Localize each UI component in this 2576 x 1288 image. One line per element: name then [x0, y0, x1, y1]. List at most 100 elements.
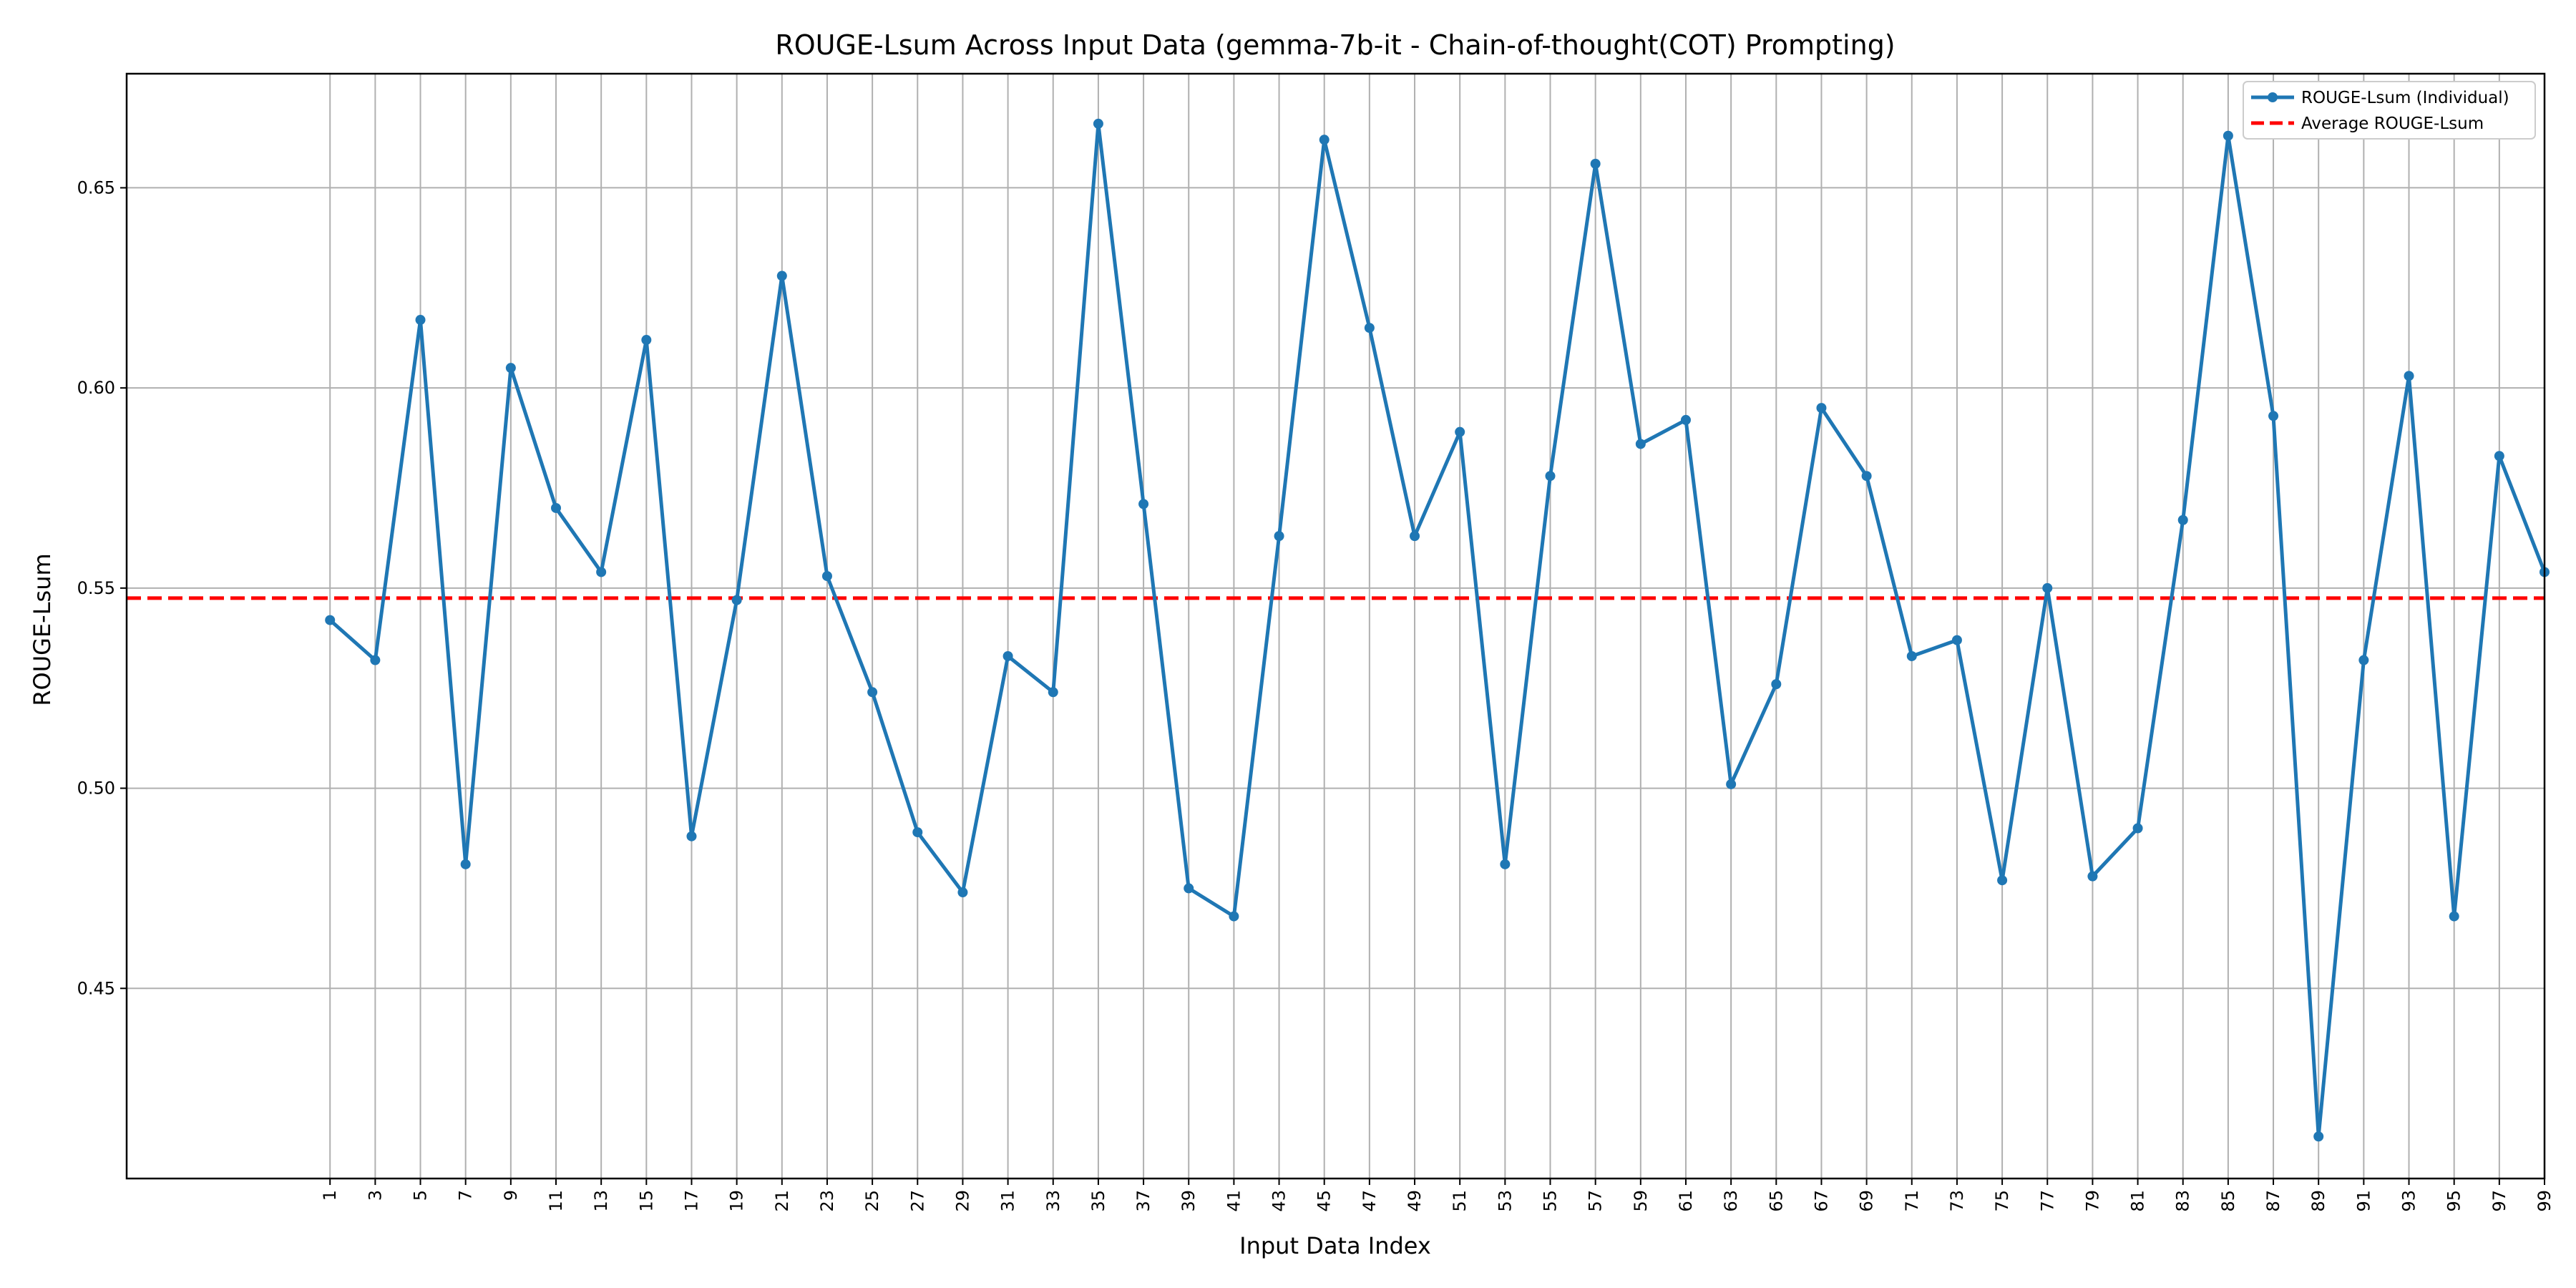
data-point — [460, 859, 471, 869]
data-point — [1184, 883, 1194, 894]
data-point — [2404, 371, 2414, 381]
legend-label-average: Average ROUGE-Lsum — [2301, 114, 2484, 133]
data-point — [1410, 531, 1420, 542]
x-tick-label: 71 — [1902, 1190, 1922, 1212]
x-tick-label: 45 — [1314, 1190, 1335, 1212]
x-tick-label: 83 — [2173, 1190, 2193, 1212]
x-tick-label: 93 — [2399, 1190, 2419, 1212]
x-tick-label: 29 — [952, 1190, 972, 1212]
x-tick-label: 91 — [2353, 1190, 2373, 1212]
x-tick-label: 59 — [1631, 1190, 1651, 1212]
data-point — [2177, 514, 2188, 525]
x-tick-label: 53 — [1495, 1190, 1515, 1212]
x-tick-label: 63 — [1721, 1190, 1741, 1212]
x-tick-label: 39 — [1179, 1190, 1199, 1212]
x-tick-label: 11 — [546, 1190, 566, 1212]
data-point — [415, 315, 426, 326]
data-point — [2042, 582, 2053, 593]
x-tick-label: 57 — [1586, 1190, 1606, 1212]
data-point — [1545, 471, 1556, 482]
data-point — [1229, 911, 1239, 922]
x-tick-label: 51 — [1450, 1190, 1470, 1212]
chart-title: ROUGE-Lsum Across Input Data (gemma-7b-i… — [775, 29, 1895, 61]
data-point — [867, 687, 878, 698]
x-tick-label: 47 — [1360, 1190, 1380, 1212]
x-tick-label: 87 — [2263, 1190, 2283, 1212]
data-point — [1002, 650, 1013, 661]
ticks: 1 3 5 7 9 11 13 15 17 19 21 23 25 27 29 31 33 35 37 39 41 43 4… — [77, 177, 2555, 1211]
x-tick-label: 23 — [817, 1190, 837, 1212]
y-axis-label: ROUGE-Lsum — [29, 553, 56, 706]
x-tick-label: 89 — [2308, 1190, 2328, 1212]
x-tick-label: 3 — [365, 1190, 385, 1201]
data-point — [2268, 411, 2279, 421]
x-tick-label: 43 — [1269, 1190, 1289, 1212]
x-tick-label: 77 — [2037, 1190, 2057, 1212]
x-tick-label: 55 — [1541, 1190, 1561, 1212]
data-point — [325, 615, 336, 625]
x-tick-label: 41 — [1224, 1190, 1244, 1212]
series-line-individual — [328, 122, 2547, 1138]
legend-marker-individual — [2268, 92, 2278, 102]
x-tick-label: 15 — [636, 1190, 656, 1212]
x-tick-label: 37 — [1133, 1190, 1153, 1212]
data-point — [551, 502, 562, 513]
x-tick-label: 97 — [2489, 1190, 2509, 1212]
x-tick-label: 81 — [2128, 1190, 2148, 1212]
data-point — [1500, 859, 1511, 869]
legend-box — [2243, 81, 2536, 140]
x-tick-label: 13 — [591, 1190, 611, 1212]
y-tick-label: 0.50 — [77, 779, 115, 799]
data-point — [1771, 679, 1782, 690]
data-point — [2132, 823, 2143, 834]
x-tick-label: 75 — [1992, 1190, 2012, 1212]
data-point — [1590, 158, 1601, 169]
y-tick-label: 0.45 — [77, 978, 115, 998]
data-point — [957, 887, 968, 898]
x-axis-label: Input Data Index — [1239, 1232, 1431, 1259]
data-point — [1816, 403, 1827, 414]
data-point — [1274, 531, 1284, 542]
x-tick-label: 85 — [2218, 1190, 2238, 1212]
x-tick-label: 31 — [998, 1190, 1018, 1212]
data-point — [1861, 471, 1872, 482]
data-point — [731, 595, 742, 605]
data-point — [1906, 650, 1917, 661]
data-point — [1093, 118, 1103, 129]
x-tick-label: 35 — [1088, 1190, 1108, 1212]
x-tick-label: 49 — [1405, 1190, 1425, 1212]
plot-frame — [125, 72, 2546, 1180]
x-tick-label: 73 — [1947, 1190, 1967, 1212]
legend: ROUGE-Lsum (Individual) Average ROUGE-Ls… — [2243, 81, 2536, 140]
data-point — [2087, 871, 2098, 882]
x-tick-label: 1 — [320, 1190, 340, 1201]
x-tick-label: 5 — [411, 1190, 431, 1201]
data-point — [1680, 414, 1691, 425]
data-point — [505, 363, 516, 374]
data-point — [2449, 911, 2459, 922]
data-point — [2358, 655, 2369, 665]
x-tick-label: 69 — [1857, 1190, 1877, 1212]
data-point — [1635, 439, 1646, 449]
data-point — [686, 831, 697, 841]
data-point — [2313, 1131, 2324, 1142]
x-tick-label: 21 — [772, 1190, 792, 1212]
x-tick-label: 99 — [2534, 1190, 2555, 1212]
data-point — [776, 270, 787, 281]
x-tick-label: 7 — [456, 1190, 476, 1201]
data-point — [912, 827, 923, 838]
y-tick-label: 0.65 — [77, 177, 115, 197]
data-point — [1138, 499, 1149, 509]
y-tick-label: 0.60 — [77, 378, 115, 398]
x-tick-label: 67 — [1811, 1190, 1831, 1212]
x-tick-label: 65 — [1766, 1190, 1786, 1212]
x-tick-label: 25 — [862, 1190, 882, 1212]
x-tick-label: 61 — [1676, 1190, 1696, 1212]
legend-label-individual: ROUGE-Lsum (Individual) — [2301, 89, 2509, 107]
data-point — [2494, 451, 2504, 462]
x-tick-label: 9 — [501, 1190, 521, 1201]
x-tick-label: 95 — [2444, 1190, 2464, 1212]
data-point — [1048, 687, 1058, 698]
